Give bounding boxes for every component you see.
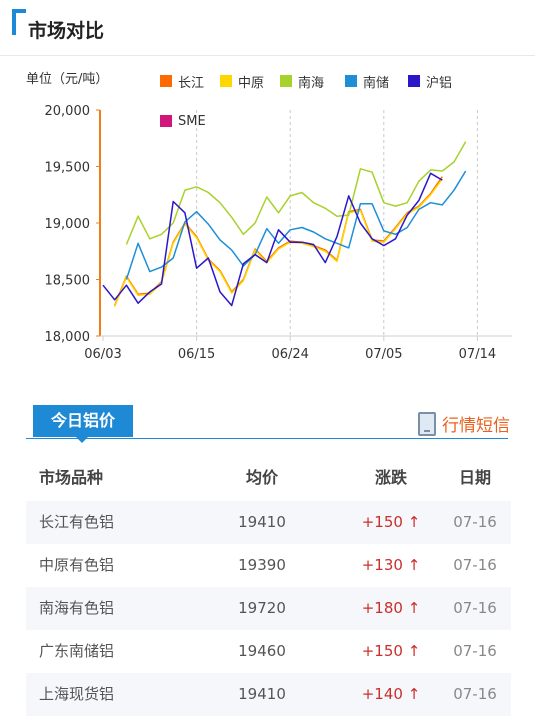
change-value: +130	[361, 556, 403, 574]
price-change: +140 ↑	[346, 673, 436, 716]
change-value: +180	[361, 599, 403, 617]
market-sms-label: 行情短信	[442, 416, 510, 436]
table-row: 广东南储铝 19460 +150 ↑ 07-16	[26, 630, 511, 673]
tab-pointer	[76, 437, 88, 443]
table-row: 中原有色铝 19390 +130 ↑ 07-16	[26, 544, 511, 587]
table-row: 上海现货铝 19410 +140 ↑ 07-16	[26, 673, 511, 716]
change-value: +150	[361, 513, 403, 531]
market-name: 广东南储铝	[39, 642, 115, 660]
legend-swatch	[220, 75, 232, 87]
legend-label: SME	[178, 113, 206, 129]
table-row: 南海有色铝 19720 +180 ↑ 07-16	[26, 587, 511, 630]
header-price: 均价	[245, 468, 278, 487]
market-sms-link[interactable]: 行情短信	[418, 411, 510, 436]
up-arrow-icon: ↑	[407, 556, 421, 574]
y-tick-label: 18,500	[45, 274, 91, 289]
series-line-1	[114, 178, 443, 307]
x-tick-label: 06/24	[271, 347, 308, 362]
market-name: 上海现货铝	[39, 685, 115, 703]
chart-legend: 长江 中原 南海 南储 沪铝 SME	[160, 72, 480, 132]
page-title: 市场对比	[28, 20, 105, 42]
up-arrow-icon: ↑	[407, 642, 421, 660]
x-tick-label: 06/03	[84, 347, 121, 362]
up-arrow-icon: ↑	[407, 599, 421, 617]
legend-swatch	[160, 75, 172, 87]
header-accent	[12, 9, 16, 35]
legend-item-4[interactable]: 沪铝	[408, 72, 453, 91]
legend-item-0[interactable]: 长江	[160, 72, 205, 91]
price-table: 市场品种 均价 涨跌 日期 长江有色铝 19410 +150 ↑ 07-16 中…	[26, 455, 511, 716]
legend-label: 南储	[363, 75, 390, 91]
legend-label: 南海	[298, 75, 325, 91]
legend-item-3[interactable]: 南储	[345, 72, 390, 91]
header-change: 涨跌	[374, 468, 407, 487]
y-tick-label: 20,000	[45, 104, 91, 119]
avg-price: 19410	[238, 685, 286, 703]
avg-price: 19720	[238, 599, 286, 617]
legend-swatch	[280, 75, 292, 87]
y-tick-label: 18,000	[45, 330, 91, 345]
avg-price: 19410	[238, 513, 286, 531]
avg-price: 19460	[238, 642, 286, 660]
change-value: +140	[361, 685, 403, 703]
unit-label: 单位（元/吨）	[26, 72, 109, 87]
header-date: 日期	[458, 468, 491, 487]
x-tick-label: 07/05	[365, 347, 402, 362]
header-accent-top	[12, 9, 26, 13]
price-date: 07-16	[453, 556, 497, 574]
x-tick-label: 06/15	[178, 347, 215, 362]
price-date: 07-16	[453, 642, 497, 660]
price-change: +150 ↑	[346, 501, 436, 544]
legend-label: 中原	[238, 75, 265, 91]
legend-label: 沪铝	[426, 75, 453, 91]
today-price-tab[interactable]: 今日铝价	[33, 405, 133, 437]
price-line-chart: 18,000 18,500 19,000 19,500 20,000 06/03 06/15…	[45, 104, 512, 362]
section-divider	[26, 438, 508, 439]
series-line-2	[125, 141, 467, 245]
legend-swatch	[345, 75, 357, 87]
up-arrow-icon: ↑	[407, 685, 421, 703]
price-change: +130 ↑	[346, 544, 436, 587]
table-row: 长江有色铝 19410 +150 ↑ 07-16	[26, 501, 511, 544]
market-name: 中原有色铝	[39, 556, 115, 574]
legend-swatch	[160, 115, 172, 127]
series-line-0	[114, 176, 443, 306]
series-line-4	[102, 172, 443, 307]
y-tick-label: 19,000	[45, 217, 91, 232]
avg-price: 19390	[238, 556, 286, 574]
price-date: 07-16	[453, 685, 497, 703]
market-name: 南海有色铝	[39, 599, 115, 617]
market-name: 长江有色铝	[39, 513, 115, 531]
legend-item-1[interactable]: 中原	[220, 72, 265, 91]
header-market: 市场品种	[39, 468, 104, 487]
table-header-row: 市场品种 均价 涨跌 日期	[26, 455, 511, 501]
y-tick-label: 19,500	[45, 161, 91, 176]
price-change: +180 ↑	[346, 587, 436, 630]
price-change: +150 ↑	[346, 630, 436, 673]
series-line-3	[125, 170, 467, 280]
price-date: 07-16	[453, 513, 497, 531]
x-tick-label: 07/14	[459, 347, 496, 362]
legend-label: 长江	[178, 75, 205, 91]
section-header: 市场对比	[0, 0, 535, 56]
up-arrow-icon: ↑	[407, 513, 421, 531]
change-value: +150	[361, 642, 403, 660]
legend-swatch	[408, 75, 420, 87]
legend-item-5[interactable]: SME	[160, 112, 206, 130]
phone-icon	[418, 411, 436, 436]
legend-item-2[interactable]: 南海	[280, 72, 325, 91]
price-date: 07-16	[453, 599, 497, 617]
